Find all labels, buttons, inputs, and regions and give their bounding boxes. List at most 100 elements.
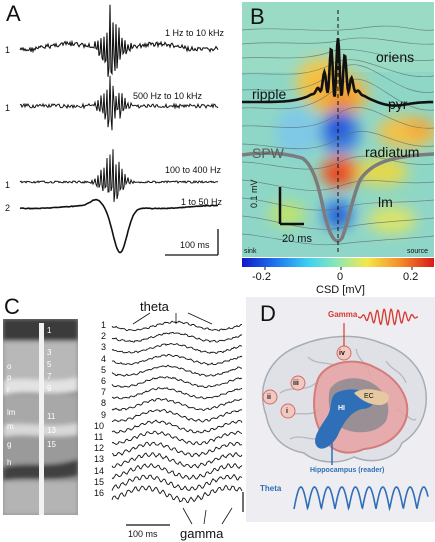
channel-number-1: 1 xyxy=(101,320,107,330)
label-pyr: pyr xyxy=(388,96,408,112)
label-ripple: ripple xyxy=(252,86,287,102)
gamma-wave xyxy=(357,308,418,326)
lfp-trace-channel-15 xyxy=(111,473,243,492)
trace-a3 xyxy=(19,149,219,202)
theta-label: theta xyxy=(140,299,169,314)
channel-number-4: 4 xyxy=(101,353,107,364)
lfp-trace-channel-7 xyxy=(111,387,243,400)
label-scale-t: 20 ms xyxy=(282,233,312,245)
region-ii-marker xyxy=(262,389,278,405)
theta-title: Theta xyxy=(260,484,282,493)
hippocampus-shape xyxy=(315,389,374,449)
region-iv-label: iv xyxy=(339,350,345,357)
theta-wave xyxy=(293,486,429,512)
lfp-trace-channel-11 xyxy=(111,430,243,446)
panel-c-scale-label: 100 ms xyxy=(128,529,158,539)
theta-pointer-left xyxy=(132,312,151,325)
probe-site-13: 13 xyxy=(47,426,56,435)
colorbar-tick-label-pos: 0.2 xyxy=(403,271,419,283)
trace-a1-band: 1 Hz to 10 kHz xyxy=(165,28,225,38)
channel-number-2: 2 xyxy=(101,331,107,342)
theta-pointer-right xyxy=(187,312,213,325)
hi-label: HI xyxy=(338,405,345,412)
label-spw: SPW xyxy=(252,145,284,161)
trace-a1-num: 1 xyxy=(5,45,11,55)
channel-number-15: 15 xyxy=(94,476,105,487)
brain-schematic: D Gamma i ii iii iv EC HI Hippocampus (r… xyxy=(246,297,435,522)
trace-a2-band: 500 Hz to 10 kHz xyxy=(133,91,203,101)
region-iii-label: iii xyxy=(293,380,299,387)
layer-h: h xyxy=(7,458,12,467)
trace-a3-band: 100 to 400 Hz xyxy=(165,165,222,175)
csd-map-graphic xyxy=(242,2,434,257)
csd-map: B oriens ripple pyr SPW radiatum lm 0.1 … xyxy=(242,2,434,257)
lfp-trace-channel-6 xyxy=(111,376,243,389)
ec-label: EC xyxy=(364,393,374,400)
gamma-pointer-2 xyxy=(203,509,207,525)
lfp-trace-channel-2 xyxy=(111,331,243,343)
gamma-pointer-1 xyxy=(182,507,193,525)
probe-site-11: 11 xyxy=(47,412,56,421)
gamma-title: Gamma xyxy=(328,310,358,319)
lfp-trace-channel-1 xyxy=(111,320,243,332)
layer-lm: lm xyxy=(7,408,16,417)
trace-a2 xyxy=(19,75,219,131)
trace-a4 xyxy=(19,198,219,254)
channel-number-16: 16 xyxy=(94,488,105,498)
colorbar-sink-label: sink xyxy=(244,248,257,255)
probe-shank xyxy=(39,323,44,515)
layer-r: r xyxy=(7,385,10,394)
gamma-label: gamma xyxy=(180,526,224,541)
brain-schematic-graphic xyxy=(261,308,429,512)
trace-a1 xyxy=(19,4,219,77)
trace-a4-num: 2 xyxy=(5,203,11,213)
probe-site-9: 9 xyxy=(47,384,52,393)
panel-d-letter: D xyxy=(260,301,276,326)
lfp-trace-channel-9 xyxy=(111,408,243,423)
channel-number-13: 13 xyxy=(94,454,105,465)
channel-number-6: 6 xyxy=(101,376,107,386)
colorbar-axis-label: CSD [mV] xyxy=(316,284,365,296)
layer-m: m xyxy=(7,422,14,431)
region-iii-marker xyxy=(290,375,306,391)
lfp-trace-channel-13 xyxy=(111,451,243,469)
channel-number-14: 14 xyxy=(94,465,105,476)
lfp-trace-channel-5 xyxy=(111,364,243,377)
colorbar-tick-label-zero: 0 xyxy=(337,271,344,283)
colorbar-source-label: source xyxy=(407,248,429,255)
panel-c-lfp-traces xyxy=(111,312,244,526)
lfp-trace-channel-16 xyxy=(111,484,243,504)
lfp-trace-channel-4 xyxy=(111,353,243,366)
channel-number-11: 11 xyxy=(94,432,104,442)
region-i-label: i xyxy=(286,408,288,415)
colorbar-tick-label-neg: -0.2 xyxy=(252,271,271,283)
channel-number-3: 3 xyxy=(101,342,107,353)
lfp-trace-channel-10 xyxy=(111,419,243,434)
panel-a-traces xyxy=(19,4,219,256)
lfp-trace-channel-3 xyxy=(111,342,242,355)
trace-a2-num: 1 xyxy=(5,103,11,113)
lfp-trace-channel-14 xyxy=(111,462,243,480)
reader-label: Hippocampus (reader) xyxy=(310,467,385,474)
panel-a-letter: A xyxy=(6,1,21,26)
spw-trace xyxy=(242,151,434,243)
gamma-pointer-3 xyxy=(221,507,233,525)
probe-site-7: 7 xyxy=(47,372,52,381)
channel-number-7: 7 xyxy=(101,387,107,398)
probe-site-1: 1 xyxy=(47,326,52,335)
panel-a-scale-label: 100 ms xyxy=(180,240,210,250)
panel-c-letter: C xyxy=(4,294,20,319)
probe-site-15: 15 xyxy=(47,440,56,449)
probe-site-3: 3 xyxy=(47,348,52,357)
layer-p: p xyxy=(7,373,12,382)
csd-colorbar xyxy=(242,258,434,267)
probe-site-5: 5 xyxy=(47,360,52,369)
region-ii-label: ii xyxy=(267,394,271,401)
label-oriens: oriens xyxy=(376,49,415,65)
ec-shape xyxy=(354,389,389,405)
channel-number-8: 8 xyxy=(101,398,107,409)
channel-number-10: 10 xyxy=(94,420,105,431)
channel-number-9: 9 xyxy=(101,409,107,420)
histology-image xyxy=(3,319,78,515)
label-lm: lm xyxy=(378,194,393,210)
